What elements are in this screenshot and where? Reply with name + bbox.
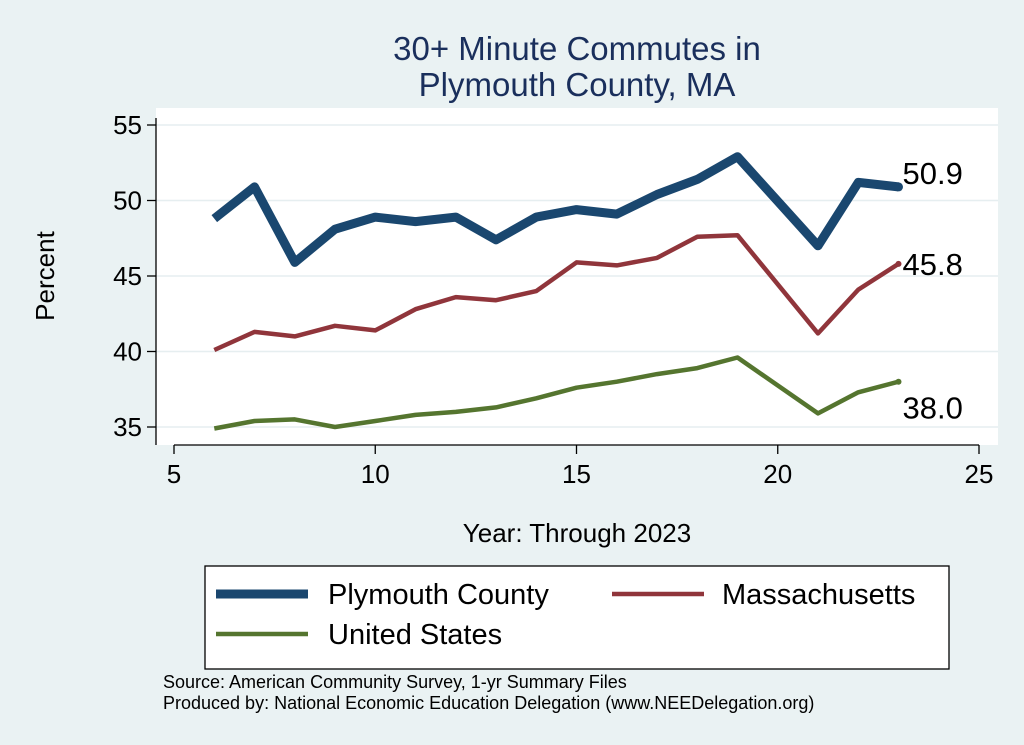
end-labels: 50.9 45.8 38.0 [894,156,963,426]
x-tick-label: 10 [361,459,390,489]
y-tick-label: 35 [113,412,142,442]
y-axis-title: Percent [30,230,60,320]
legend: Plymouth County Massachusetts United State… [204,565,950,670]
end-label-plymouth-county: 50.9 [903,156,963,191]
series-line-united-states [213,355,900,431]
series-line-plymouth-county [211,152,900,267]
producer-note: Produced by: National Economic Education… [163,693,814,713]
x-axis-title: Year: Through 2023 [463,518,691,548]
end-label-united-states: 38.0 [903,391,963,426]
chart-title-line-2: Plymouth County, MA [419,66,736,103]
y-tick-label: 50 [113,186,142,216]
legend-box [204,565,950,670]
gridlines [156,124,998,428]
legend-label-united-states: United States [328,619,502,651]
x-tick-label: 5 [167,459,181,489]
legend-label-plymouth-county: Plymouth County [328,579,549,611]
end-marker-united-states [895,378,902,385]
y-tick-label: 55 [113,110,142,140]
x-tick-label: 20 [763,459,792,489]
end-marker-massachusetts [895,260,902,267]
y-tick-label: 40 [113,337,142,367]
source-note: Source: American Community Survey, 1-yr … [163,672,627,692]
series-line-massachusetts [213,232,900,353]
y-tick-label: 45 [113,261,142,291]
chart-title-line-1: 30+ Minute Commutes in [393,30,761,67]
series-lines [211,152,900,431]
x-tick-label: 25 [965,459,994,489]
end-label-massachusetts: 45.8 [903,247,963,282]
legend-label-massachusetts: Massachusetts [722,579,915,611]
end-marker-plymouth-county [894,182,903,192]
x-tick-label: 15 [562,459,591,489]
